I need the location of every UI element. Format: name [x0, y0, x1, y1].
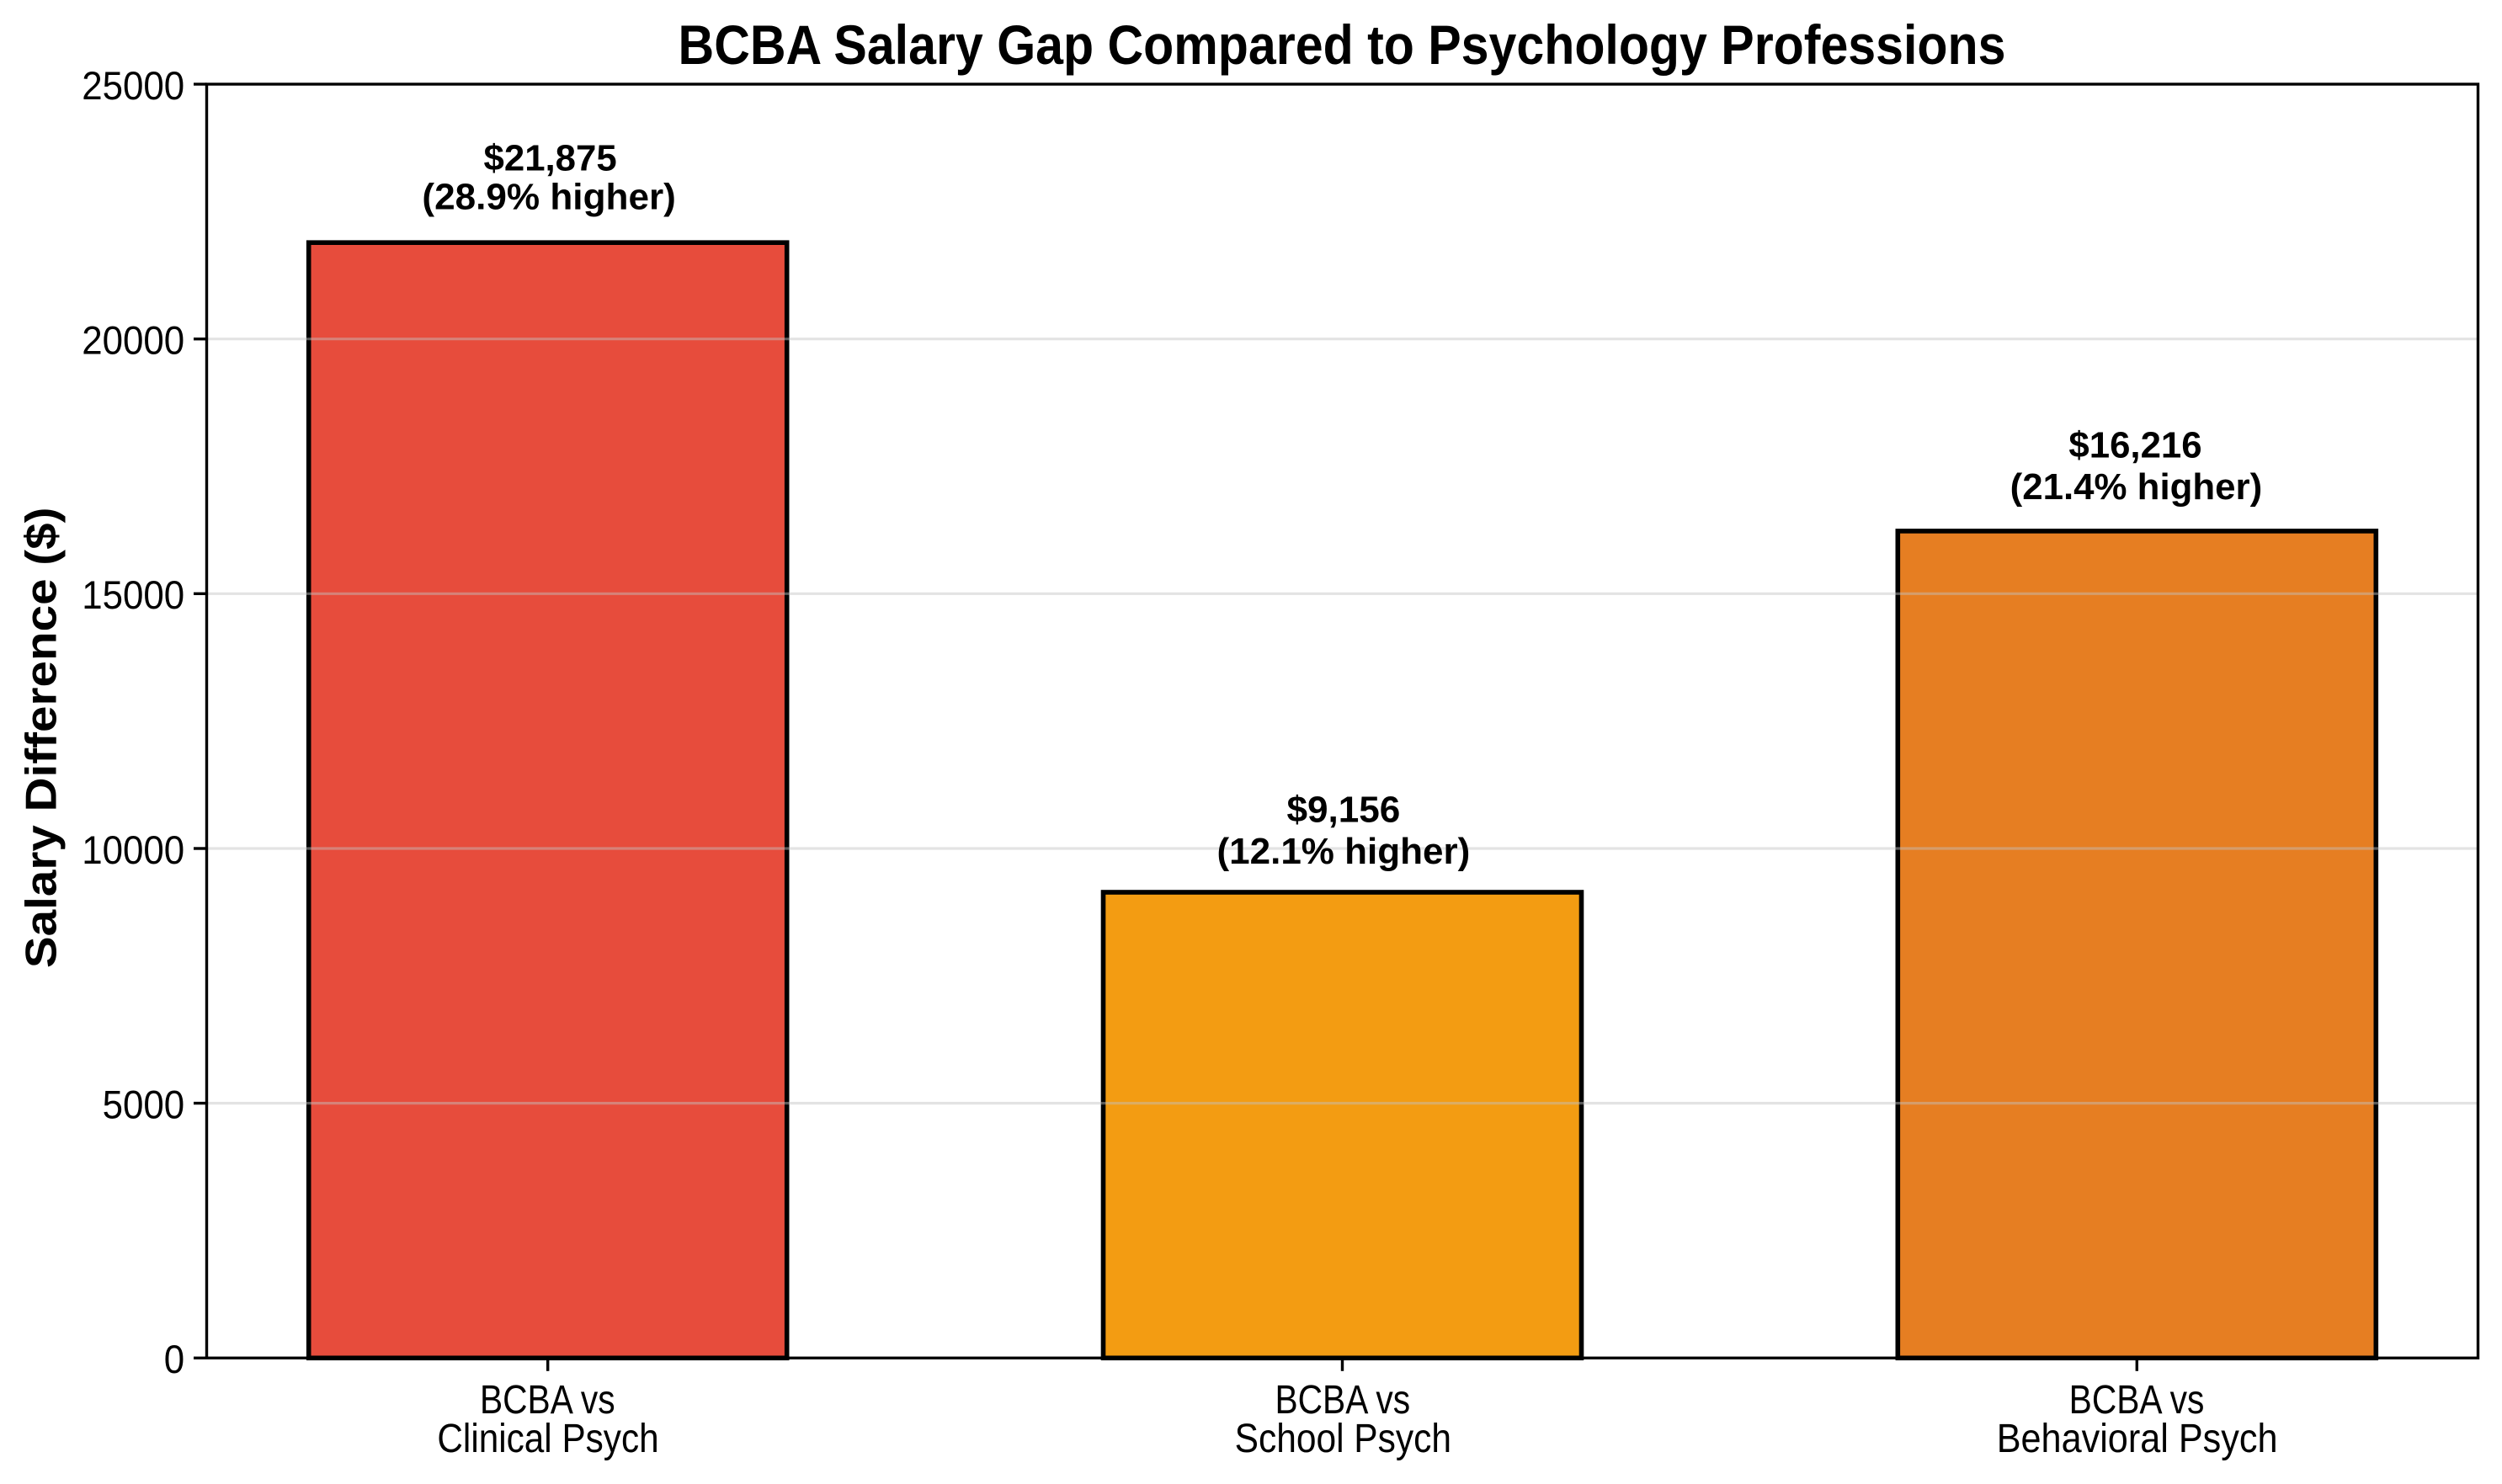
svg-text:School Psych: School Psych [1235, 1415, 1451, 1460]
svg-text:$16,216: $16,216 [2068, 425, 2201, 465]
svg-text:$21,875: $21,875 [484, 139, 617, 179]
svg-text:20000: 20000 [82, 318, 184, 363]
svg-text:25000: 25000 [82, 64, 184, 109]
svg-text:BCBA vs: BCBA vs [1275, 1377, 1410, 1423]
svg-text:$9,156: $9,156 [1286, 790, 1400, 831]
svg-text:Salary Difference ($): Salary Difference ($) [16, 507, 65, 968]
svg-text:BCBA vs: BCBA vs [480, 1377, 615, 1423]
svg-text:BCBA Salary Gap Compared to Ps: BCBA Salary Gap Compared to Psychology P… [679, 14, 2006, 77]
svg-text:10000: 10000 [82, 828, 184, 873]
svg-text:(21.4% higher): (21.4% higher) [2010, 466, 2263, 508]
svg-text:0: 0 [164, 1338, 184, 1382]
svg-text:15000: 15000 [82, 573, 184, 618]
svg-text:BCBA vs: BCBA vs [2069, 1377, 2205, 1423]
svg-text:(12.1% higher): (12.1% higher) [1216, 831, 1470, 872]
svg-text:Clinical Psych: Clinical Psych [437, 1415, 658, 1460]
svg-text:(28.9% higher): (28.9% higher) [422, 177, 675, 218]
svg-text:Behavioral Psych: Behavioral Psych [1997, 1415, 2278, 1461]
svg-text:5000: 5000 [103, 1082, 185, 1127]
